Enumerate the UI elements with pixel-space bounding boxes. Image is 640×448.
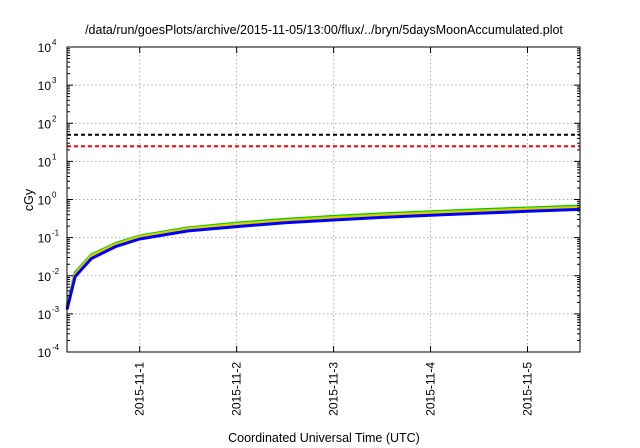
y-tick-exponent: -2 (52, 267, 60, 276)
threshold-lines (67, 133, 580, 148)
y-tick-label: 10 (38, 194, 52, 208)
x-tick-label: 2015-11-1 (133, 362, 147, 416)
y-tick-label: 10 (38, 232, 52, 246)
y-tick-label: 10 (38, 308, 52, 322)
x-axis: 2015-11-1 2015-11-2 2015-11-3 2015-11-4 2015… (133, 47, 534, 416)
y-tick-label: 10 (38, 155, 52, 169)
y-tick-exponent: -4 (52, 343, 60, 352)
series-line (65, 207, 581, 310)
y-tick-exponent: 3 (52, 76, 57, 85)
x-tick-label: 2015-11-2 (230, 362, 244, 416)
chart-title: /data/run/goesPlots/archive/2015-11-05/1… (85, 23, 563, 37)
y-tick-label: 10 (38, 270, 52, 284)
x-tick-label: 2015-11-4 (424, 362, 438, 416)
y-tick-exponent: 2 (52, 114, 57, 123)
x-axis-label: Coordinated Universal Time (UTC) (228, 431, 420, 445)
y-tick-label: 10 (38, 79, 52, 93)
y-tick-label: 10 (38, 346, 52, 360)
y-tick-exponent: 4 (52, 38, 57, 47)
series-lines (65, 204, 581, 310)
y-tick-label: 10 (38, 41, 52, 55)
x-tick-label: 2015-11-3 (327, 362, 341, 416)
y-tick-exponent: 1 (52, 152, 57, 161)
grid (67, 47, 580, 352)
x-tick-label: 2015-11-5 (520, 362, 534, 416)
series-line (65, 205, 581, 308)
y-tick-exponent: 0 (52, 191, 57, 200)
y-tick-exponent: -3 (52, 305, 60, 314)
y-tick-label: 10 (38, 117, 52, 131)
y-axis-label: cGy (22, 188, 36, 211)
y-tick-exponent: -1 (52, 229, 60, 238)
